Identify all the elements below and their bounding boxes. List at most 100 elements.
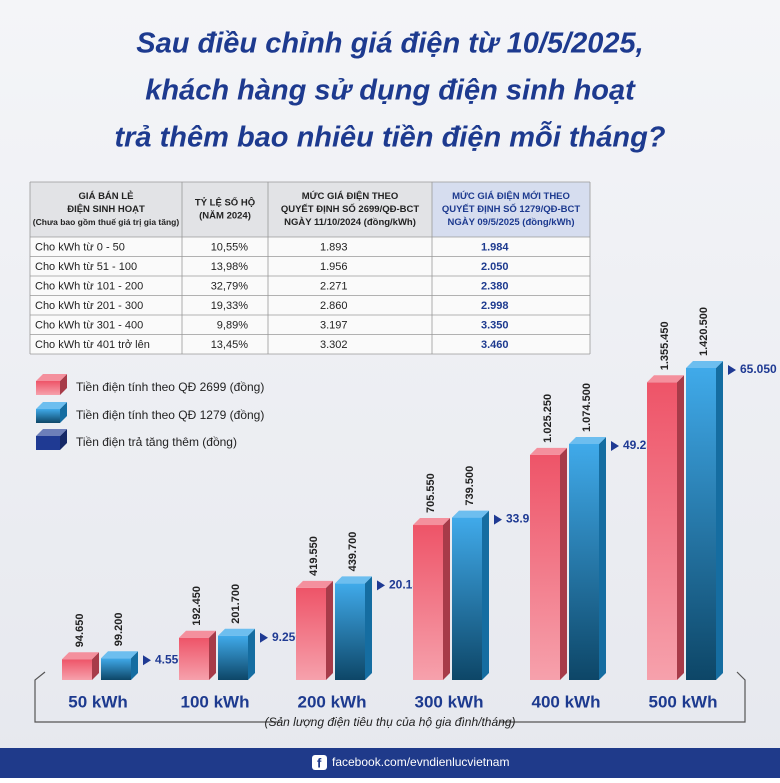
bar-side (443, 518, 450, 680)
bar-top (569, 436, 606, 444)
bar (686, 368, 716, 680)
bar-side (131, 651, 138, 680)
table-cell: 2.998 (481, 300, 509, 312)
value-label: 705.550 (425, 473, 437, 513)
bar-side (482, 510, 489, 680)
value-label: 192.450 (191, 586, 203, 626)
table-cell: 3.197 (320, 320, 348, 332)
bar-top (452, 510, 489, 518)
table-header-bg-new (432, 182, 590, 237)
bar-top (296, 580, 333, 588)
bar (62, 659, 92, 680)
value-label: 1.420.500 (698, 307, 710, 356)
value-label: 1.025.250 (542, 394, 554, 443)
table-header-text: (NĂM 2024) (199, 211, 251, 222)
bar (179, 637, 209, 680)
legend-label: Tiền điện trả tăng thêm (đồng) (76, 435, 237, 449)
bar-top (335, 576, 372, 584)
table-cell: Cho kWh từ 101 - 200 (35, 281, 143, 293)
value-label: 739.500 (464, 466, 476, 506)
facebook-icon (312, 755, 327, 770)
bar-side (365, 576, 372, 680)
legend-swatch (36, 436, 60, 450)
bar-side (716, 361, 723, 680)
bar (335, 583, 365, 680)
bar-side (209, 630, 216, 680)
increase-marker (494, 514, 502, 525)
table-cell: 32,79% (211, 281, 249, 293)
table-cell: Cho kWh từ 201 - 300 (35, 300, 143, 312)
bar (452, 517, 482, 680)
table-header-text: GIÁ BÁN LẺ (79, 190, 134, 202)
table-cell: 1.956 (320, 261, 348, 273)
table-cell: 3.302 (320, 339, 348, 351)
increase-label: 4.550 (155, 652, 185, 666)
value-label: 99.200 (113, 613, 125, 647)
bar-top (62, 652, 99, 660)
table-cell: 2.860 (320, 300, 348, 312)
table-header-bg (30, 182, 432, 237)
bar-side (560, 447, 567, 680)
table-header-text: (Chưa bao gồm thuế giá trị gia tăng) (33, 217, 180, 227)
bar-chart: Tiền điện tính theo QĐ 2699 (đồng) Tiền đ… (36, 307, 777, 711)
legend-swatch-top (36, 374, 67, 381)
table-cell: 3.460 (481, 339, 509, 351)
value-label: 201.700 (230, 584, 242, 624)
table-cell: Cho kWh từ 401 trở lên (35, 339, 150, 351)
increase-marker (377, 580, 385, 591)
bar (296, 587, 326, 680)
title-line: trả thêm bao nhiêu tiền điện mỗi tháng? (114, 120, 665, 154)
table-cell: 2.271 (320, 281, 348, 293)
bar (218, 635, 248, 680)
increase-marker (260, 632, 268, 643)
table-cell: 2.050 (481, 261, 509, 273)
increase-label: 9.250 (272, 630, 302, 644)
bar-side (92, 652, 99, 680)
bar (569, 443, 599, 680)
table-cell: Cho kWh từ 51 - 100 (35, 261, 137, 273)
x-tick-label: 400 kWh (532, 692, 601, 711)
table-cell: 1.984 (481, 242, 509, 254)
table-cell: 3.350 (481, 320, 509, 332)
value-label: 94.650 (74, 614, 86, 648)
table-header-text: QUYẾT ĐỊNH SỐ 2699/QĐ-BCT (281, 203, 419, 215)
bar (647, 382, 677, 680)
legend-swatch-top (36, 429, 67, 436)
title-line: Sau điều chỉnh giá điện từ 10/5/2025, (136, 28, 643, 60)
footer-bar (0, 748, 780, 778)
table-cell: 13,98% (211, 261, 249, 273)
bar-side (248, 628, 255, 680)
table-cell: 1.893 (320, 242, 348, 254)
x-tick-label: 50 kWh (68, 692, 128, 711)
x-axis-label: (Sản lượng điện tiêu thụ của hộ gia đình… (264, 715, 515, 729)
bar-top (647, 375, 684, 383)
table-cell: 19,33% (211, 300, 249, 312)
legend-label: Tiền điện tính theo QĐ 2699 (đồng) (76, 380, 264, 394)
value-label: 419.550 (308, 536, 320, 576)
x-tick-label: 200 kWh (298, 692, 367, 711)
legend-swatch (36, 409, 60, 423)
table-cell: 9,89% (217, 320, 248, 332)
bar (530, 454, 560, 680)
value-label: 1.074.500 (581, 383, 593, 432)
x-tick-label: 100 kWh (181, 692, 250, 711)
value-label: 439.700 (347, 532, 359, 572)
title-line: khách hàng sử dụng điện sinh hoạt (145, 75, 636, 107)
table-cell: Cho kWh từ 0 - 50 (35, 242, 125, 254)
bar-side (677, 375, 684, 680)
bar-side (599, 436, 606, 680)
increase-marker (143, 655, 151, 666)
table-cell: Cho kWh từ 301 - 400 (35, 320, 143, 332)
table-cell: 13,45% (211, 339, 249, 351)
table-header-text: MỨC GIÁ ĐIỆN MỚI THEO (452, 190, 570, 202)
x-tick-label: 500 kWh (649, 692, 718, 711)
facebook-icon-letter: f (317, 755, 322, 770)
bar (413, 525, 443, 680)
table-header-text: TỶ LỆ SỐ HỘ (195, 197, 255, 209)
table-header-text: ĐIỆN SINH HOẠT (67, 203, 145, 215)
bracket (34, 671, 746, 723)
bar-top (530, 447, 567, 455)
table-cell: 10,55% (211, 242, 249, 254)
bar-side (326, 580, 333, 680)
